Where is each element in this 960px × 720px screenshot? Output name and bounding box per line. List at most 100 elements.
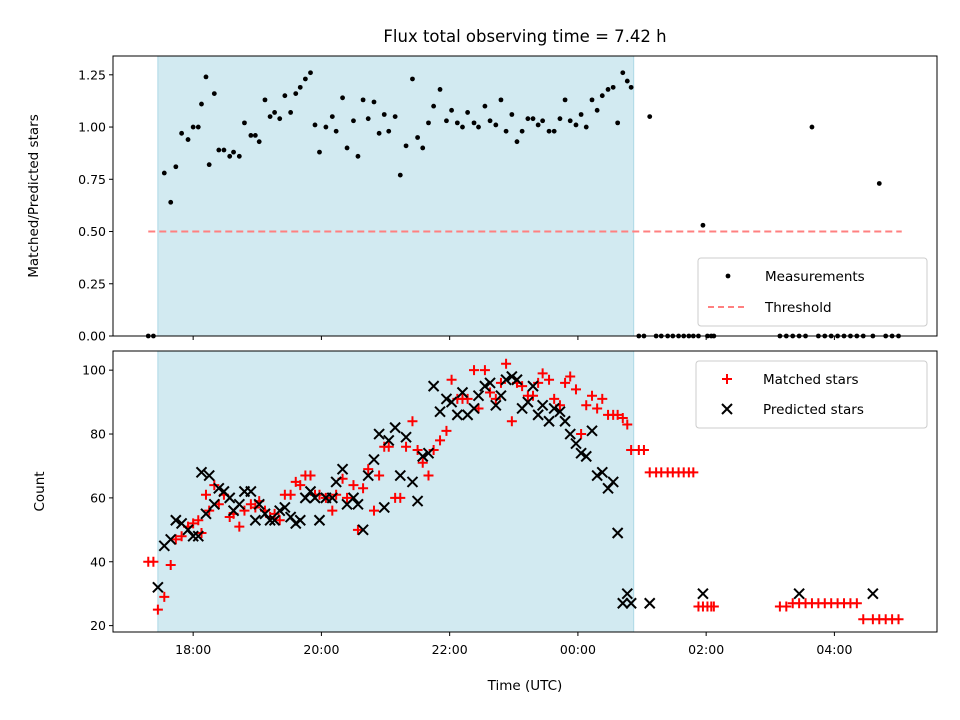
predicted-star-point [445, 396, 458, 408]
predicted-star-point [411, 495, 424, 507]
measurement-point [206, 162, 212, 168]
ratio-panel: 0.00 0.25 0.50 0.75 1.00 1.25 Flux total obse… [26, 27, 938, 344]
predicted-star-point [309, 492, 321, 504]
matched-star-point [234, 521, 245, 532]
measurement-point [700, 222, 706, 228]
predicted-star-point [389, 421, 401, 434]
predicted-star-point [468, 402, 480, 415]
matched-star-point [358, 483, 369, 494]
count-ytick-label: 60 [90, 490, 106, 505]
measurement-point [282, 93, 288, 99]
matched-star-point [576, 429, 587, 440]
predicted-star-point [575, 447, 587, 459]
matched-star-point [188, 518, 199, 529]
predicted-star-point [417, 450, 429, 463]
measurement-point [242, 120, 247, 126]
predicted-star-point [479, 380, 491, 392]
ratio-legend-box [697, 257, 928, 327]
predicted-star-point [357, 524, 369, 536]
measurement-point [589, 97, 595, 103]
predicted-star-point [554, 405, 566, 418]
measurement-point [344, 145, 350, 151]
matched-star-point [165, 559, 176, 570]
predicted-star-point [440, 393, 453, 405]
count-ytick-label: 100 [82, 363, 106, 378]
predicted-star-point [451, 409, 464, 421]
matched-star-point [617, 413, 628, 424]
measurement-point [562, 97, 568, 103]
ratio-ytick-label: 0.25 [78, 276, 106, 291]
count-ytick-label: 80 [90, 427, 106, 442]
measurement-point [482, 103, 488, 109]
measurement-point [386, 128, 392, 134]
predicted-star-point [213, 482, 225, 495]
matched-star-point [851, 598, 862, 609]
measurement-point [410, 76, 415, 82]
ratio-ytick-label: 1.25 [78, 67, 106, 82]
predicted-star-point [352, 498, 364, 510]
predicted-star-point [200, 508, 212, 520]
predicted-star-point [187, 530, 199, 542]
measurement-point [535, 122, 541, 128]
matched-star-point [485, 387, 496, 398]
predicted-star-point [506, 370, 518, 383]
measurement-point [471, 120, 477, 126]
measurement-point [190, 124, 196, 130]
predicted-star-point [378, 501, 390, 514]
predicted-star-point [368, 453, 380, 466]
matched-star-point [417, 457, 428, 468]
measurement-point [460, 124, 465, 130]
measurement-point [583, 124, 589, 130]
measurement-point [573, 122, 579, 128]
predicted-star-point [422, 447, 435, 459]
matched-star-point [501, 358, 512, 369]
predicted-star-point [591, 469, 603, 482]
predicted-star-point [490, 399, 502, 411]
matched-star-point [401, 441, 412, 452]
ratio-y-axis-label: Matched/Predicted stars [26, 114, 42, 277]
predicted-star-point [400, 431, 412, 443]
measurement-point [381, 112, 387, 117]
predicted-star-point [484, 377, 496, 389]
predicted-star-point [203, 469, 215, 482]
ratio-ytick-label: 0.75 [78, 172, 106, 187]
predicted-star-point [543, 415, 555, 427]
measurement-point [256, 139, 262, 145]
predicted-star-point [511, 374, 523, 386]
measurement-point [360, 97, 366, 103]
measurement-point [397, 172, 403, 178]
measurement-point [493, 122, 499, 128]
predicted-star-point [394, 469, 406, 482]
matched-star-point [193, 515, 204, 526]
predicted-star-point [253, 498, 265, 510]
measurement-point [628, 84, 634, 90]
measurement-point [236, 153, 242, 159]
matched-star-point [565, 371, 576, 382]
ratio-panel-frame [112, 55, 938, 337]
matched-star-point [435, 435, 446, 446]
measurement-point [449, 107, 454, 113]
predicted-star-point [564, 428, 576, 440]
predicted-star-point [313, 514, 326, 526]
ratio-ytick-label: 1.00 [78, 120, 106, 135]
matched-star-point [148, 556, 159, 567]
measurement-point [514, 139, 520, 145]
measurement-point [333, 128, 339, 134]
predicted-star-point [279, 501, 291, 514]
measurement-point [195, 124, 201, 130]
predicted-star-point [208, 498, 221, 510]
measurement-point [624, 78, 630, 84]
predicted-star-point [383, 434, 395, 447]
matched-star-point [348, 480, 359, 491]
matched-star-point [441, 425, 452, 436]
matched-star-point [170, 534, 181, 545]
measurement-point [351, 118, 356, 124]
measurement-point [329, 114, 335, 119]
count-panel: 20 40 60 80 100 18:00 20:00 22:00 00:00 02:00 04:0… [32, 350, 938, 694]
matched-star-point [528, 390, 539, 401]
time-xtick-label: 22:00 [432, 642, 468, 657]
measurement-point [403, 143, 409, 149]
legend-cross-glyph [721, 403, 733, 415]
matched-star-point [462, 393, 473, 404]
predicted-star-point [607, 476, 619, 488]
